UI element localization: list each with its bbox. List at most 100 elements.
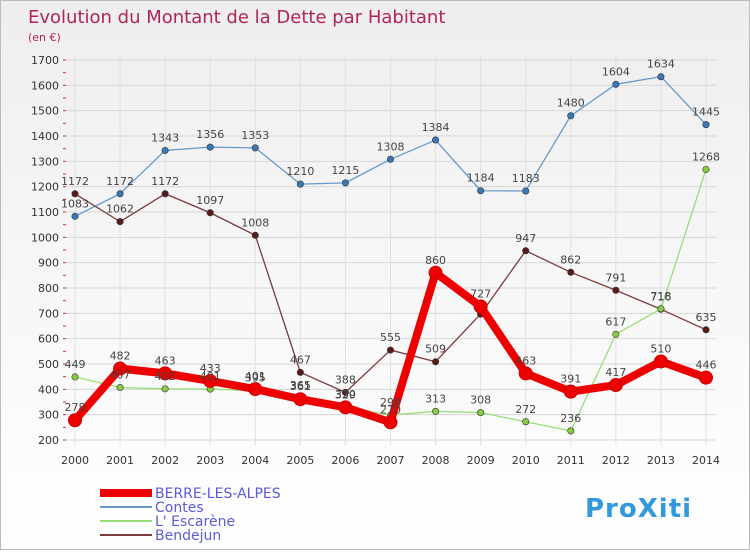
data-label: 791	[605, 271, 626, 284]
data-label: 1634	[647, 58, 675, 71]
data-label: 718	[650, 290, 671, 303]
legend-label: Contes	[155, 500, 204, 516]
data-point	[612, 80, 620, 88]
data-label: 298	[380, 396, 401, 409]
data-point	[116, 384, 124, 392]
data-label: 401	[200, 370, 221, 383]
y-tick-label: 400	[38, 383, 59, 396]
data-label: 308	[470, 394, 491, 407]
x-tick-label: 2008	[422, 454, 450, 467]
data-point	[522, 247, 530, 255]
series-layer	[68, 73, 713, 435]
data-label: 1384	[422, 121, 450, 134]
data-label: 330	[335, 388, 356, 401]
data-point	[296, 368, 304, 376]
data-label: 402	[155, 370, 176, 383]
data-point	[113, 361, 128, 376]
data-point	[699, 370, 713, 385]
data-point	[116, 218, 124, 226]
data-label: 1008	[241, 216, 269, 229]
data-point	[428, 265, 443, 280]
data-point	[338, 400, 353, 415]
data-label: 236	[560, 412, 581, 425]
y-tick-label: 1700	[31, 54, 59, 67]
data-label: 1343	[151, 131, 179, 144]
data-label: 365	[290, 379, 311, 392]
chart-subtitle: (en €)	[28, 31, 61, 44]
data-label: 1210	[286, 165, 314, 178]
x-tick-label: 2003	[196, 454, 224, 467]
data-label: 329	[335, 388, 356, 401]
data-point	[248, 382, 263, 397]
series-contes	[71, 73, 710, 220]
data-point	[522, 418, 530, 426]
x-tick-label: 2012	[602, 454, 630, 467]
data-point	[161, 385, 169, 393]
data-point	[518, 366, 533, 381]
data-label: 1604	[602, 65, 630, 78]
x-tick-label: 2007	[377, 454, 405, 467]
data-point	[206, 209, 214, 217]
data-label: 433	[200, 362, 221, 375]
data-label: 361	[290, 380, 311, 393]
x-tick-label: 2004	[241, 454, 269, 467]
data-label: 1183	[512, 172, 540, 185]
y-tick-label: 1400	[31, 130, 59, 143]
data-label: 1172	[151, 175, 179, 188]
y-tick-label: 1100	[31, 206, 59, 219]
data-label: 270	[380, 403, 401, 416]
data-label: 417	[605, 366, 626, 379]
data-point	[702, 326, 710, 334]
data-label: 446	[696, 359, 717, 372]
data-label: 463	[515, 354, 536, 367]
data-label: 1172	[106, 175, 134, 188]
data-label: 463	[155, 354, 176, 367]
y-tick-label: 1600	[31, 79, 59, 92]
y-tick-label: 600	[38, 333, 59, 346]
data-label: 482	[110, 350, 131, 363]
data-label: 467	[290, 353, 311, 366]
data-point	[293, 392, 308, 407]
legend-item: Bendejun	[100, 528, 221, 544]
data-label: 509	[425, 343, 446, 356]
data-point	[71, 212, 79, 220]
data-point	[71, 190, 79, 198]
data-point	[657, 305, 665, 313]
data-label: 862	[560, 253, 581, 266]
data-label: 395	[245, 372, 266, 385]
data-point	[567, 268, 575, 276]
data-point	[612, 286, 620, 294]
x-tick-label: 2009	[467, 454, 495, 467]
data-point	[386, 346, 394, 354]
data-point	[161, 146, 169, 154]
data-label: 391	[560, 373, 581, 386]
data-point	[432, 407, 440, 415]
data-label: 947	[515, 232, 536, 245]
y-tick-label: 900	[38, 257, 59, 270]
data-point	[341, 388, 349, 396]
data-point	[71, 373, 79, 381]
data-label: 716	[650, 290, 671, 303]
data-point	[116, 190, 124, 198]
data-point	[567, 427, 575, 435]
data-label: 1308	[377, 140, 405, 153]
data-label: 510	[650, 342, 671, 355]
data-point	[68, 413, 82, 428]
data-label: 727	[470, 287, 491, 300]
y-tick-label: 1000	[31, 231, 59, 244]
data-point	[432, 136, 440, 144]
data-label: 617	[605, 315, 626, 328]
data-point	[477, 187, 485, 195]
data-label: 1172	[61, 175, 89, 188]
x-tick-label: 2013	[647, 454, 675, 467]
data-point	[608, 378, 623, 393]
data-point	[203, 373, 218, 388]
data-label: 313	[425, 392, 446, 405]
data-label: 1184	[467, 172, 495, 185]
legend-item: L' Escarène	[100, 514, 235, 530]
y-tick-label: 300	[38, 409, 59, 422]
